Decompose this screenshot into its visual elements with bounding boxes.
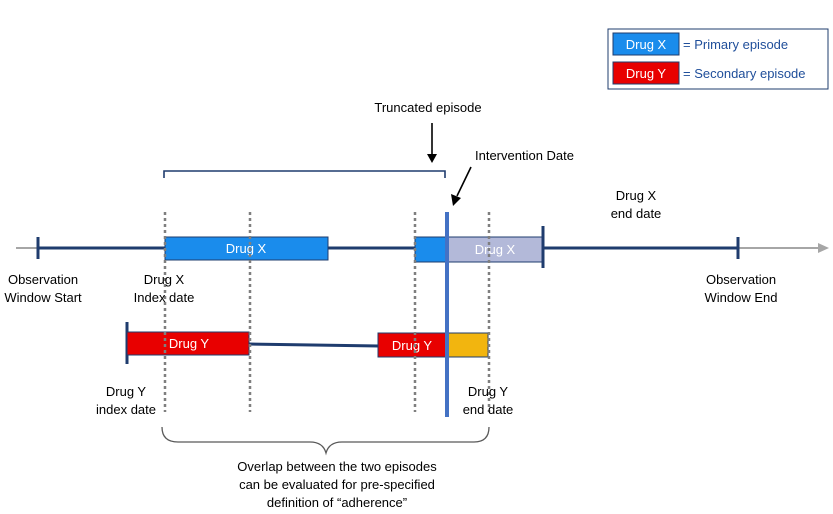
obs-window-start-label-1: Observation xyxy=(8,272,78,287)
drug-y-bar-2 xyxy=(377,332,449,358)
intervention-date-label: Intervention Date xyxy=(475,148,574,163)
legend-secondary-swatch xyxy=(612,61,680,85)
drug-y-index-date-label-2: index date xyxy=(96,402,156,417)
drug-y-bar-1-label: Drug Y xyxy=(169,336,210,351)
truncated-bracket xyxy=(163,170,446,178)
legend-primary-desc: = Primary episode xyxy=(683,37,788,52)
intervention-arrow-shaft xyxy=(456,166,472,197)
drug-y-bar-2-label: Drug Y xyxy=(392,338,433,353)
legend-secondary-label: Drug Y xyxy=(626,66,667,81)
drug-x-end-date-label-1: Drug X xyxy=(616,188,657,203)
obs-window-end-label-2: Window End xyxy=(705,290,778,305)
drug-x-bar-1-label: Drug X xyxy=(226,241,267,256)
drug-y-gap-line xyxy=(248,342,380,348)
legend-primary-label: Drug X xyxy=(626,37,667,52)
overlap-note-line-1: Overlap between the two episodes xyxy=(237,459,437,474)
drug-y-end-date-label-1: Drug Y xyxy=(468,384,509,399)
legend-primary-swatch xyxy=(612,32,680,56)
drug-y-overlap-segment xyxy=(447,332,489,358)
legend-secondary-desc: = Secondary episode xyxy=(683,66,806,81)
drug-x-index-date-label-1: Drug X xyxy=(144,272,185,287)
overlap-note-line-2: can be evaluated for pre-specified xyxy=(239,477,435,492)
observation-axis-arrowhead xyxy=(818,243,829,253)
truncated-arrow-head xyxy=(427,154,437,163)
drug-x-bar-2-label: Drug X xyxy=(475,242,516,257)
drug-y-bar-1 xyxy=(126,331,250,356)
drug-y-end-date-label-2: end date xyxy=(463,402,514,417)
overlap-note-line-3: definition of “adherence” xyxy=(267,495,407,510)
obs-window-start-label-2: Window Start xyxy=(4,290,82,305)
truncated-episode-label: Truncated episode xyxy=(374,100,481,115)
legend: Drug X = Primary episode Drug Y = Second… xyxy=(607,28,829,90)
intervention-arrow-head xyxy=(451,194,461,206)
drug-x-bar-2-active xyxy=(414,236,448,263)
overlap-brace xyxy=(161,426,490,456)
drug-x-index-date-label-2: Index date xyxy=(134,290,195,305)
drug-y-index-date-label-1: Drug Y xyxy=(106,384,147,399)
obs-window-end-label-1: Observation xyxy=(706,272,776,287)
drug-x-end-date-label-2: end date xyxy=(611,206,662,221)
